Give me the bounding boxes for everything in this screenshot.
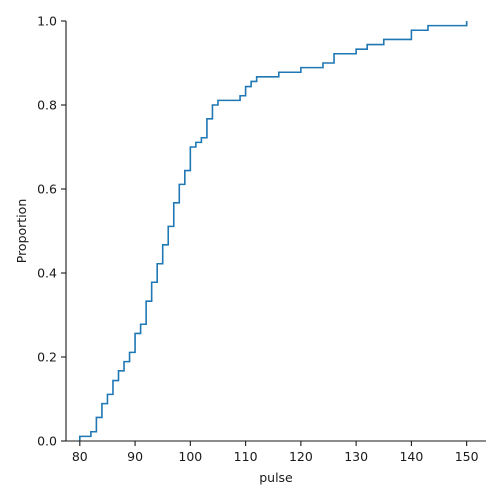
x-tick: 90 [127,441,143,464]
x-tick: 150 [455,441,479,464]
ecdf-series-line [79,21,468,441]
x-axis-ticks: 80 90 100 110 120 130 140 150 [72,441,479,464]
y-tick-label: 0.2 [37,350,57,365]
plot-area [79,21,468,441]
x-tick-label: 110 [234,449,258,464]
y-tick-label: 0.0 [37,434,57,449]
y-tick: 0.2 [37,350,66,365]
x-tick-label: 80 [72,449,88,464]
x-tick: 110 [234,441,258,464]
y-tick: 0.6 [37,182,66,197]
x-tick-label: 150 [455,449,479,464]
y-axis-label: Proportion [14,199,29,264]
x-tick: 100 [178,441,202,464]
y-tick-label: 0.4 [37,266,57,281]
x-tick-label: 100 [178,449,202,464]
y-tick: 0.0 [37,434,66,449]
x-axis-label: pulse [259,470,293,485]
x-tick-label: 90 [127,449,143,464]
x-tick-label: 140 [399,449,423,464]
x-tick: 140 [399,441,423,464]
y-tick-label: 1.0 [37,14,57,29]
y-tick-label: 0.8 [37,98,57,113]
x-tick: 130 [344,441,368,464]
y-tick: 0.8 [37,98,66,113]
x-tick-label: 120 [289,449,313,464]
x-tick-label: 130 [344,449,368,464]
x-tick: 120 [289,441,313,464]
y-axis-ticks: 0.0 0.2 0.4 0.6 0.8 1.0 [37,14,66,449]
y-tick: 1.0 [37,14,66,29]
x-tick: 80 [72,441,88,464]
y-tick: 0.4 [37,266,66,281]
y-tick-label: 0.6 [37,182,57,197]
